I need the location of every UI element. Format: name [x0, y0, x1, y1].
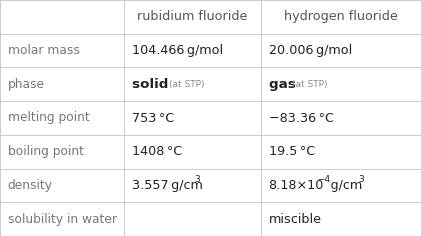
- Text: miscible: miscible: [269, 213, 322, 226]
- Text: (at STP): (at STP): [169, 80, 204, 89]
- Text: rubidium fluoride: rubidium fluoride: [137, 10, 248, 23]
- Text: 3: 3: [358, 175, 364, 184]
- Text: (at STP): (at STP): [292, 80, 327, 89]
- Text: melting point: melting point: [8, 111, 89, 125]
- Text: boiling point: boiling point: [8, 145, 84, 158]
- Text: hydrogen fluoride: hydrogen fluoride: [284, 10, 398, 23]
- Text: 3: 3: [194, 175, 200, 184]
- Text: g/cm: g/cm: [328, 179, 362, 192]
- Text: solid: solid: [132, 78, 178, 91]
- Text: density: density: [8, 179, 53, 192]
- Text: 8.18×10: 8.18×10: [269, 179, 324, 192]
- Text: 20.006 g/mol: 20.006 g/mol: [269, 44, 352, 57]
- Text: solubility in water: solubility in water: [8, 213, 117, 226]
- Text: 3.557 g/cm: 3.557 g/cm: [132, 179, 203, 192]
- Text: gas: gas: [269, 78, 305, 91]
- Text: phase: phase: [8, 78, 45, 91]
- Text: 1408 °C: 1408 °C: [132, 145, 182, 158]
- Text: 104.466 g/mol: 104.466 g/mol: [132, 44, 223, 57]
- Text: −4: −4: [317, 175, 330, 184]
- Text: molar mass: molar mass: [8, 44, 80, 57]
- Text: 753 °C: 753 °C: [132, 111, 174, 125]
- Text: −83.36 °C: −83.36 °C: [269, 111, 333, 125]
- Text: 19.5 °C: 19.5 °C: [269, 145, 315, 158]
